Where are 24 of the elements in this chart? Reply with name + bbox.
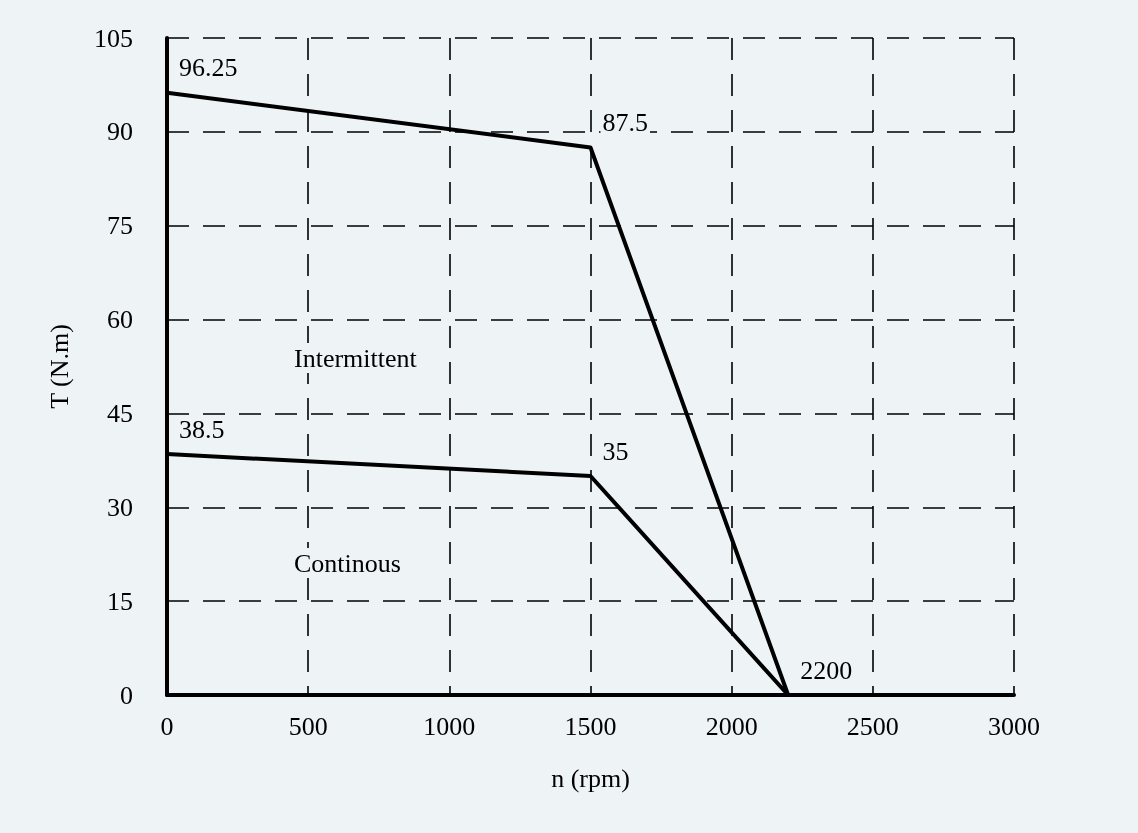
annotation: 87.5 — [602, 108, 648, 137]
annotation: 35 — [602, 436, 629, 466]
x-tick-label: 1500 — [564, 711, 617, 741]
x-tick-label: 1000 — [423, 711, 476, 741]
x-tick-label: 3000 — [988, 711, 1040, 741]
y-tick-label: 45 — [107, 398, 133, 428]
x-tick-label: 2500 — [846, 711, 899, 741]
x-tick-label: 2000 — [705, 711, 758, 741]
y-tick-label: 30 — [107, 492, 133, 522]
y-tick-label: 105 — [94, 23, 133, 53]
y-axis-title: T (N.m) — [44, 324, 74, 409]
y-tick-label: 60 — [107, 305, 133, 335]
y-tick-label: 15 — [107, 586, 133, 616]
annotation: 2200 — [800, 655, 853, 685]
y-tick-label: 0 — [120, 680, 133, 710]
annotation: Continous — [294, 548, 401, 578]
annotation: 38.5 — [179, 414, 225, 444]
x-axis-title: n (rpm) — [551, 763, 630, 793]
y-tick-label: 90 — [107, 117, 133, 147]
annotation: Intermittent — [294, 343, 418, 373]
y-tick-label: 75 — [107, 211, 133, 241]
x-tick-label: 500 — [288, 711, 328, 741]
x-tick-label: 0 — [160, 711, 174, 741]
annotation: 96.25 — [179, 53, 238, 83]
